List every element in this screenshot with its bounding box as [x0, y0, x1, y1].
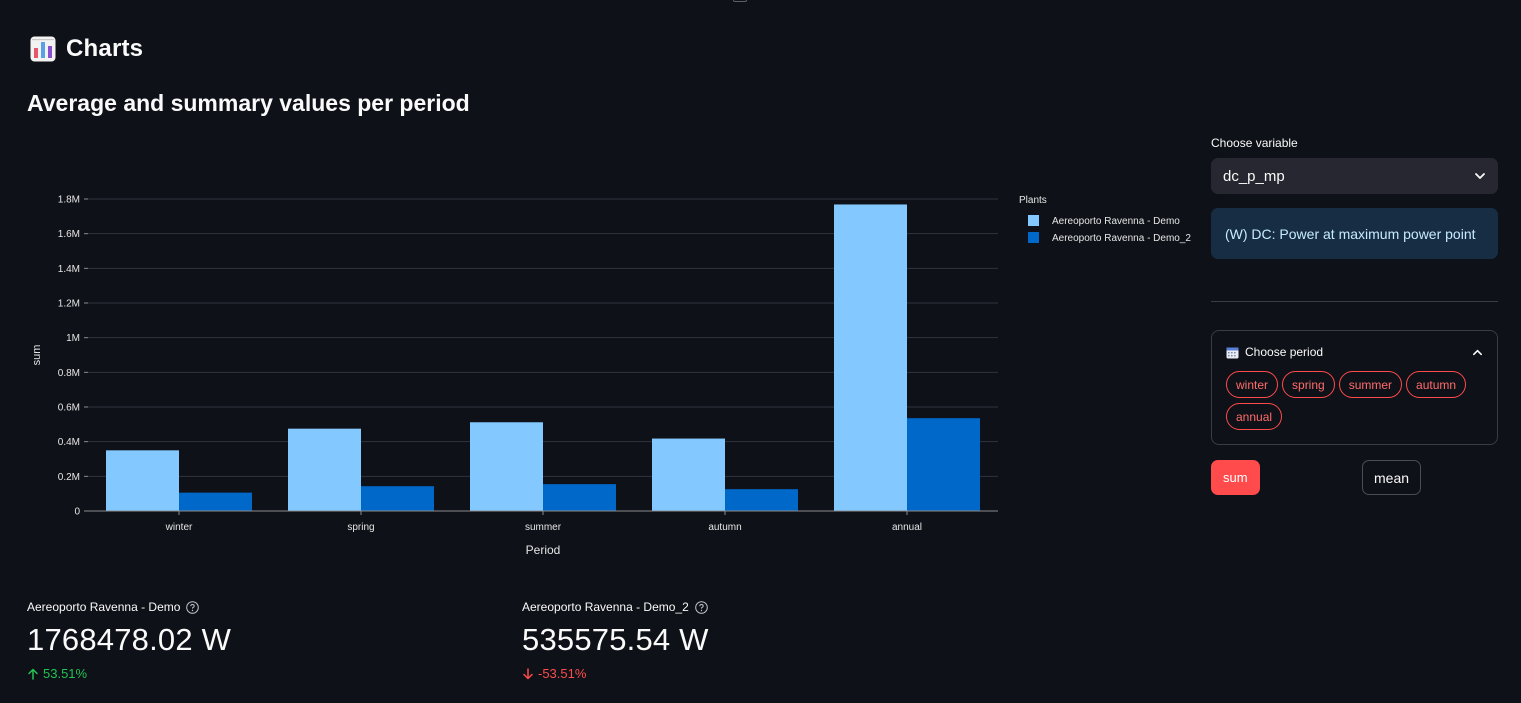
y-tick-label: 1M — [66, 333, 80, 344]
variable-info-text: (W) DC: Power at maximum power point — [1225, 225, 1476, 242]
metric-label: Aereoporto Ravenna - Demo — [27, 600, 181, 614]
bar-spring-series-1 — [288, 428, 361, 511]
metric-delta-text: 53.51% — [43, 666, 88, 681]
y-tick-label: 1.4M — [58, 264, 80, 275]
period-pills: winter spring summer autumn annual — [1226, 371, 1483, 430]
period-pill-autumn[interactable]: autumn — [1406, 371, 1467, 398]
divider — [1211, 301, 1498, 302]
y-tick-label: 0 — [74, 507, 80, 518]
legend-swatch — [1028, 232, 1039, 243]
controls-panel: Choose variable dc_p_mp (W) DC: Power at… — [1211, 136, 1498, 496]
metric-value: 1768478.02 W — [27, 622, 232, 657]
y-tick-label: 0.8M — [58, 368, 80, 379]
top-toolbar-handle — [733, 0, 747, 2]
help-icon[interactable] — [186, 600, 200, 614]
variable-label: Choose variable — [1211, 136, 1298, 150]
bar-annual-series-1 — [834, 204, 907, 511]
bar-autumn-series-2 — [725, 489, 798, 511]
sum-button[interactable]: sum — [1211, 460, 1260, 495]
bar-spring-series-2 — [361, 486, 434, 511]
bar-chart-svg: 0 0.2M 0.4M 0.6M 0.8M 1M 1.2M 1.4M 1.6M 1.8M winte… — [31, 195, 1191, 558]
y-tick-label: 1.6M — [58, 229, 80, 240]
arrow-down-icon — [523, 667, 533, 679]
variable-select-value: dc_p_mp — [1223, 167, 1285, 185]
variable-select[interactable]: dc_p_mp — [1211, 158, 1498, 194]
metric-delta: -53.51% — [522, 666, 709, 681]
metric-demo-2: Aereoporto Ravenna - Demo_2 535575.54 W … — [522, 600, 709, 681]
help-icon[interactable] — [694, 600, 708, 614]
x-axis-label: Period — [526, 543, 561, 557]
bar-annual-series-2 — [907, 418, 980, 511]
y-tick-label: 0.6M — [58, 403, 80, 414]
y-axis-label: sum — [31, 345, 43, 366]
period-expander-label: Choose period — [1245, 345, 1324, 359]
period-expander-header[interactable]: Choose period — [1226, 345, 1483, 359]
bar-chart: 0 0.2M 0.4M 0.6M 0.8M 1M 1.2M 1.4M 1.6M 1.8M winte… — [20, 180, 1200, 570]
period-pill-winter[interactable]: winter — [1226, 371, 1279, 398]
bar-winter-series-1 — [106, 450, 179, 511]
period-pill-summer[interactable]: summer — [1338, 371, 1403, 398]
legend-label: Aereoporto Ravenna - Demo — [1052, 216, 1180, 227]
y-tick-label: 1.8M — [58, 195, 80, 206]
bar-summer-series-1 — [470, 422, 543, 511]
aggregation-buttons: sum mean — [1211, 460, 1498, 496]
arrow-up-icon — [28, 668, 38, 680]
x-tick-label: winter — [165, 522, 193, 533]
page-header: Charts — [30, 35, 143, 63]
bar-autumn-series-1 — [652, 438, 725, 511]
page-title: Charts — [66, 35, 144, 62]
x-tick-label: annual — [892, 522, 922, 533]
x-tick-label: spring — [347, 522, 374, 533]
y-tick-label: 0.4M — [58, 437, 80, 448]
y-tick-label: 1.2M — [58, 299, 80, 310]
x-tick-label: autumn — [708, 522, 741, 533]
metric-delta-text: -53.51% — [538, 666, 587, 681]
variable-info-box: (W) DC: Power at maximum power point — [1211, 208, 1498, 259]
period-pill-annual[interactable]: annual — [1226, 403, 1283, 430]
period-expander: Choose period winter spring summer autum… — [1211, 330, 1498, 445]
bar-winter-series-2 — [179, 492, 252, 511]
y-tick-label: 0.2M — [58, 472, 80, 483]
section-title: Average and summary values per period — [27, 90, 470, 116]
calendar-icon — [1226, 347, 1239, 358]
metric-delta: 53.51% — [27, 666, 231, 681]
x-tick-label: summer — [525, 522, 562, 533]
bar-chart-icon — [30, 36, 56, 62]
metric-value: 535575.54 W — [522, 622, 709, 657]
legend-title: Plants — [1019, 195, 1047, 206]
metric-demo: Aereoporto Ravenna - Demo 1768478.02 W 5… — [27, 600, 231, 681]
legend-swatch — [1028, 215, 1039, 226]
period-pill-spring[interactable]: spring — [1282, 371, 1335, 398]
chevron-up-icon — [1473, 349, 1482, 355]
legend-label: Aereoporto Ravenna - Demo_2 — [1052, 233, 1191, 244]
chevron-down-icon — [1475, 173, 1485, 179]
bar-summer-series-2 — [543, 484, 616, 511]
mean-button[interactable]: mean — [1362, 460, 1422, 495]
metric-label: Aereoporto Ravenna - Demo_2 — [522, 600, 689, 614]
